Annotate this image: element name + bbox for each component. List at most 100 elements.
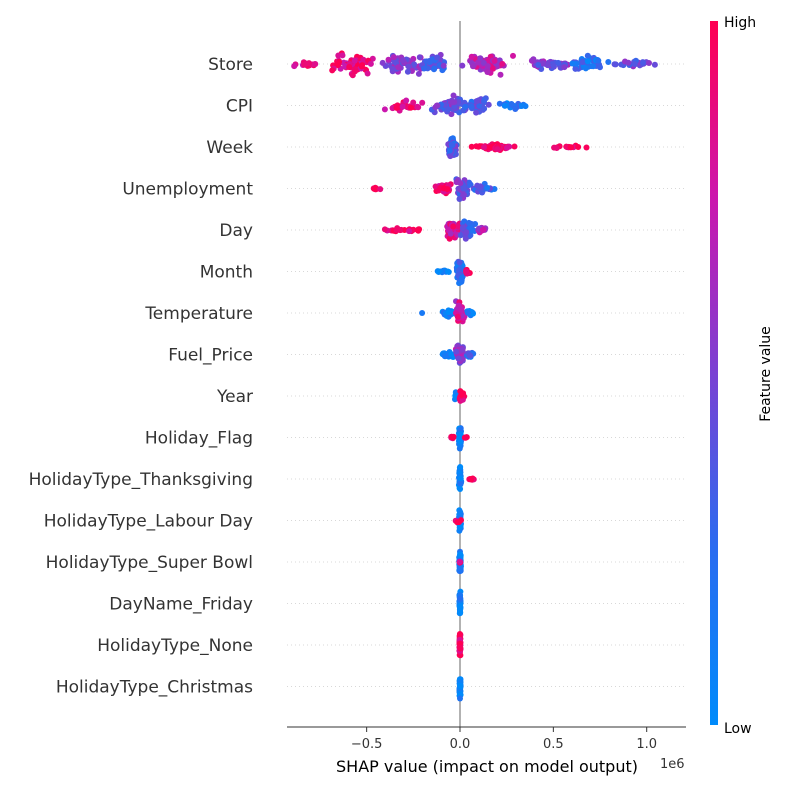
shap-point (456, 682, 463, 689)
shap-point (460, 224, 466, 231)
shap-point (481, 97, 488, 104)
shap-point (540, 60, 546, 67)
shap-point (484, 63, 491, 70)
shap-point (458, 277, 465, 284)
shap-point (464, 309, 471, 316)
shap-point (518, 103, 525, 109)
shap-point (479, 226, 486, 233)
shap-point (462, 235, 469, 242)
shap-point (457, 431, 464, 438)
shap-point (381, 106, 388, 113)
shap-point (346, 64, 353, 70)
shap-point (444, 268, 451, 275)
shap-point (457, 695, 463, 702)
shap-point (339, 52, 346, 59)
shap-point (352, 68, 358, 75)
shap-point (410, 99, 417, 106)
shap-point (389, 65, 396, 72)
shap-point (457, 565, 463, 572)
shap-point (583, 144, 590, 151)
shap-point (502, 102, 509, 109)
shap-point (403, 97, 410, 104)
feature-label: HolidayType_Thanksgiving (29, 470, 253, 490)
shap-point (407, 104, 414, 111)
shap-point (360, 56, 367, 63)
shap-point (457, 644, 464, 651)
shap-point (303, 60, 310, 67)
shap-point (458, 307, 464, 313)
shap-point (291, 63, 298, 70)
shap-point (416, 54, 423, 61)
shap-point (595, 57, 602, 64)
shap-point (530, 56, 537, 63)
x-tick-label: 0.0 (450, 737, 471, 752)
shap-point (467, 352, 474, 359)
feature-label: DayName_Friday (109, 595, 253, 615)
shap-point (550, 63, 557, 70)
shap-point (497, 71, 504, 78)
shap-point (476, 184, 483, 190)
shap-point (457, 232, 464, 239)
shap-point (404, 68, 411, 75)
shap-point (399, 103, 406, 110)
shap-point (423, 58, 430, 65)
row-gridlines (287, 63, 686, 687)
feature-label: Unemployment (122, 180, 253, 200)
shap-point (611, 61, 618, 68)
shap-point (448, 111, 455, 118)
shap-point (561, 64, 568, 71)
feature-label: Week (206, 138, 253, 158)
shap-point (460, 185, 467, 192)
shap-point (553, 145, 560, 151)
shap-point (457, 595, 463, 602)
shap-point (456, 631, 463, 637)
feature-label: Month (200, 263, 253, 283)
shap-point (445, 106, 452, 113)
shap-point (463, 229, 470, 236)
shap-point (468, 476, 475, 483)
shap-point (369, 55, 376, 62)
shap-point (456, 558, 463, 565)
shap-point (405, 63, 412, 70)
shap-point (457, 640, 464, 647)
shap-point (457, 480, 463, 487)
shap-point (372, 185, 379, 192)
colorbar (710, 21, 718, 725)
shap-point (646, 60, 652, 66)
colorbar-high-label: High (724, 15, 756, 31)
shap-point (476, 102, 483, 109)
shap-point (462, 434, 469, 441)
shap-point (311, 61, 318, 68)
shap-point (457, 464, 464, 470)
shap-point (491, 57, 498, 64)
shap-point (367, 60, 374, 67)
x-tick-label: 1.0 (636, 737, 657, 752)
shap-point (468, 103, 475, 110)
feature-label: HolidayType_None (97, 636, 253, 656)
shap-point (453, 348, 460, 355)
colorbar-low-label: Low (724, 721, 752, 737)
shap-point (456, 524, 463, 531)
shap-point (575, 144, 582, 150)
shap-point (584, 58, 591, 65)
shap-point (335, 52, 342, 59)
shap-point (484, 184, 491, 191)
shap-point (468, 53, 475, 60)
shap-point (457, 475, 464, 482)
x-tick-label: −0.5 (351, 737, 383, 752)
shap-point (431, 65, 438, 72)
shap-point (329, 67, 336, 74)
feature-label: HolidayType_Super Bowl (46, 553, 253, 573)
shap-point (401, 227, 408, 233)
feature-labels: Store CPI Week Unemployment Day Month Temperat… (29, 55, 254, 698)
shap-point (651, 61, 658, 68)
shap-point (351, 57, 358, 64)
shap-point (544, 61, 551, 68)
shap-point (535, 62, 542, 68)
shap-point (467, 181, 474, 188)
x-axis-ticks: −0.5 0.0 0.5 1.0 (351, 727, 657, 752)
feature-label: HolidayType_Christmas (56, 678, 253, 698)
x-tick-label: 0.5 (543, 737, 564, 752)
x-axis-offset-text: 1e6 (660, 757, 685, 772)
